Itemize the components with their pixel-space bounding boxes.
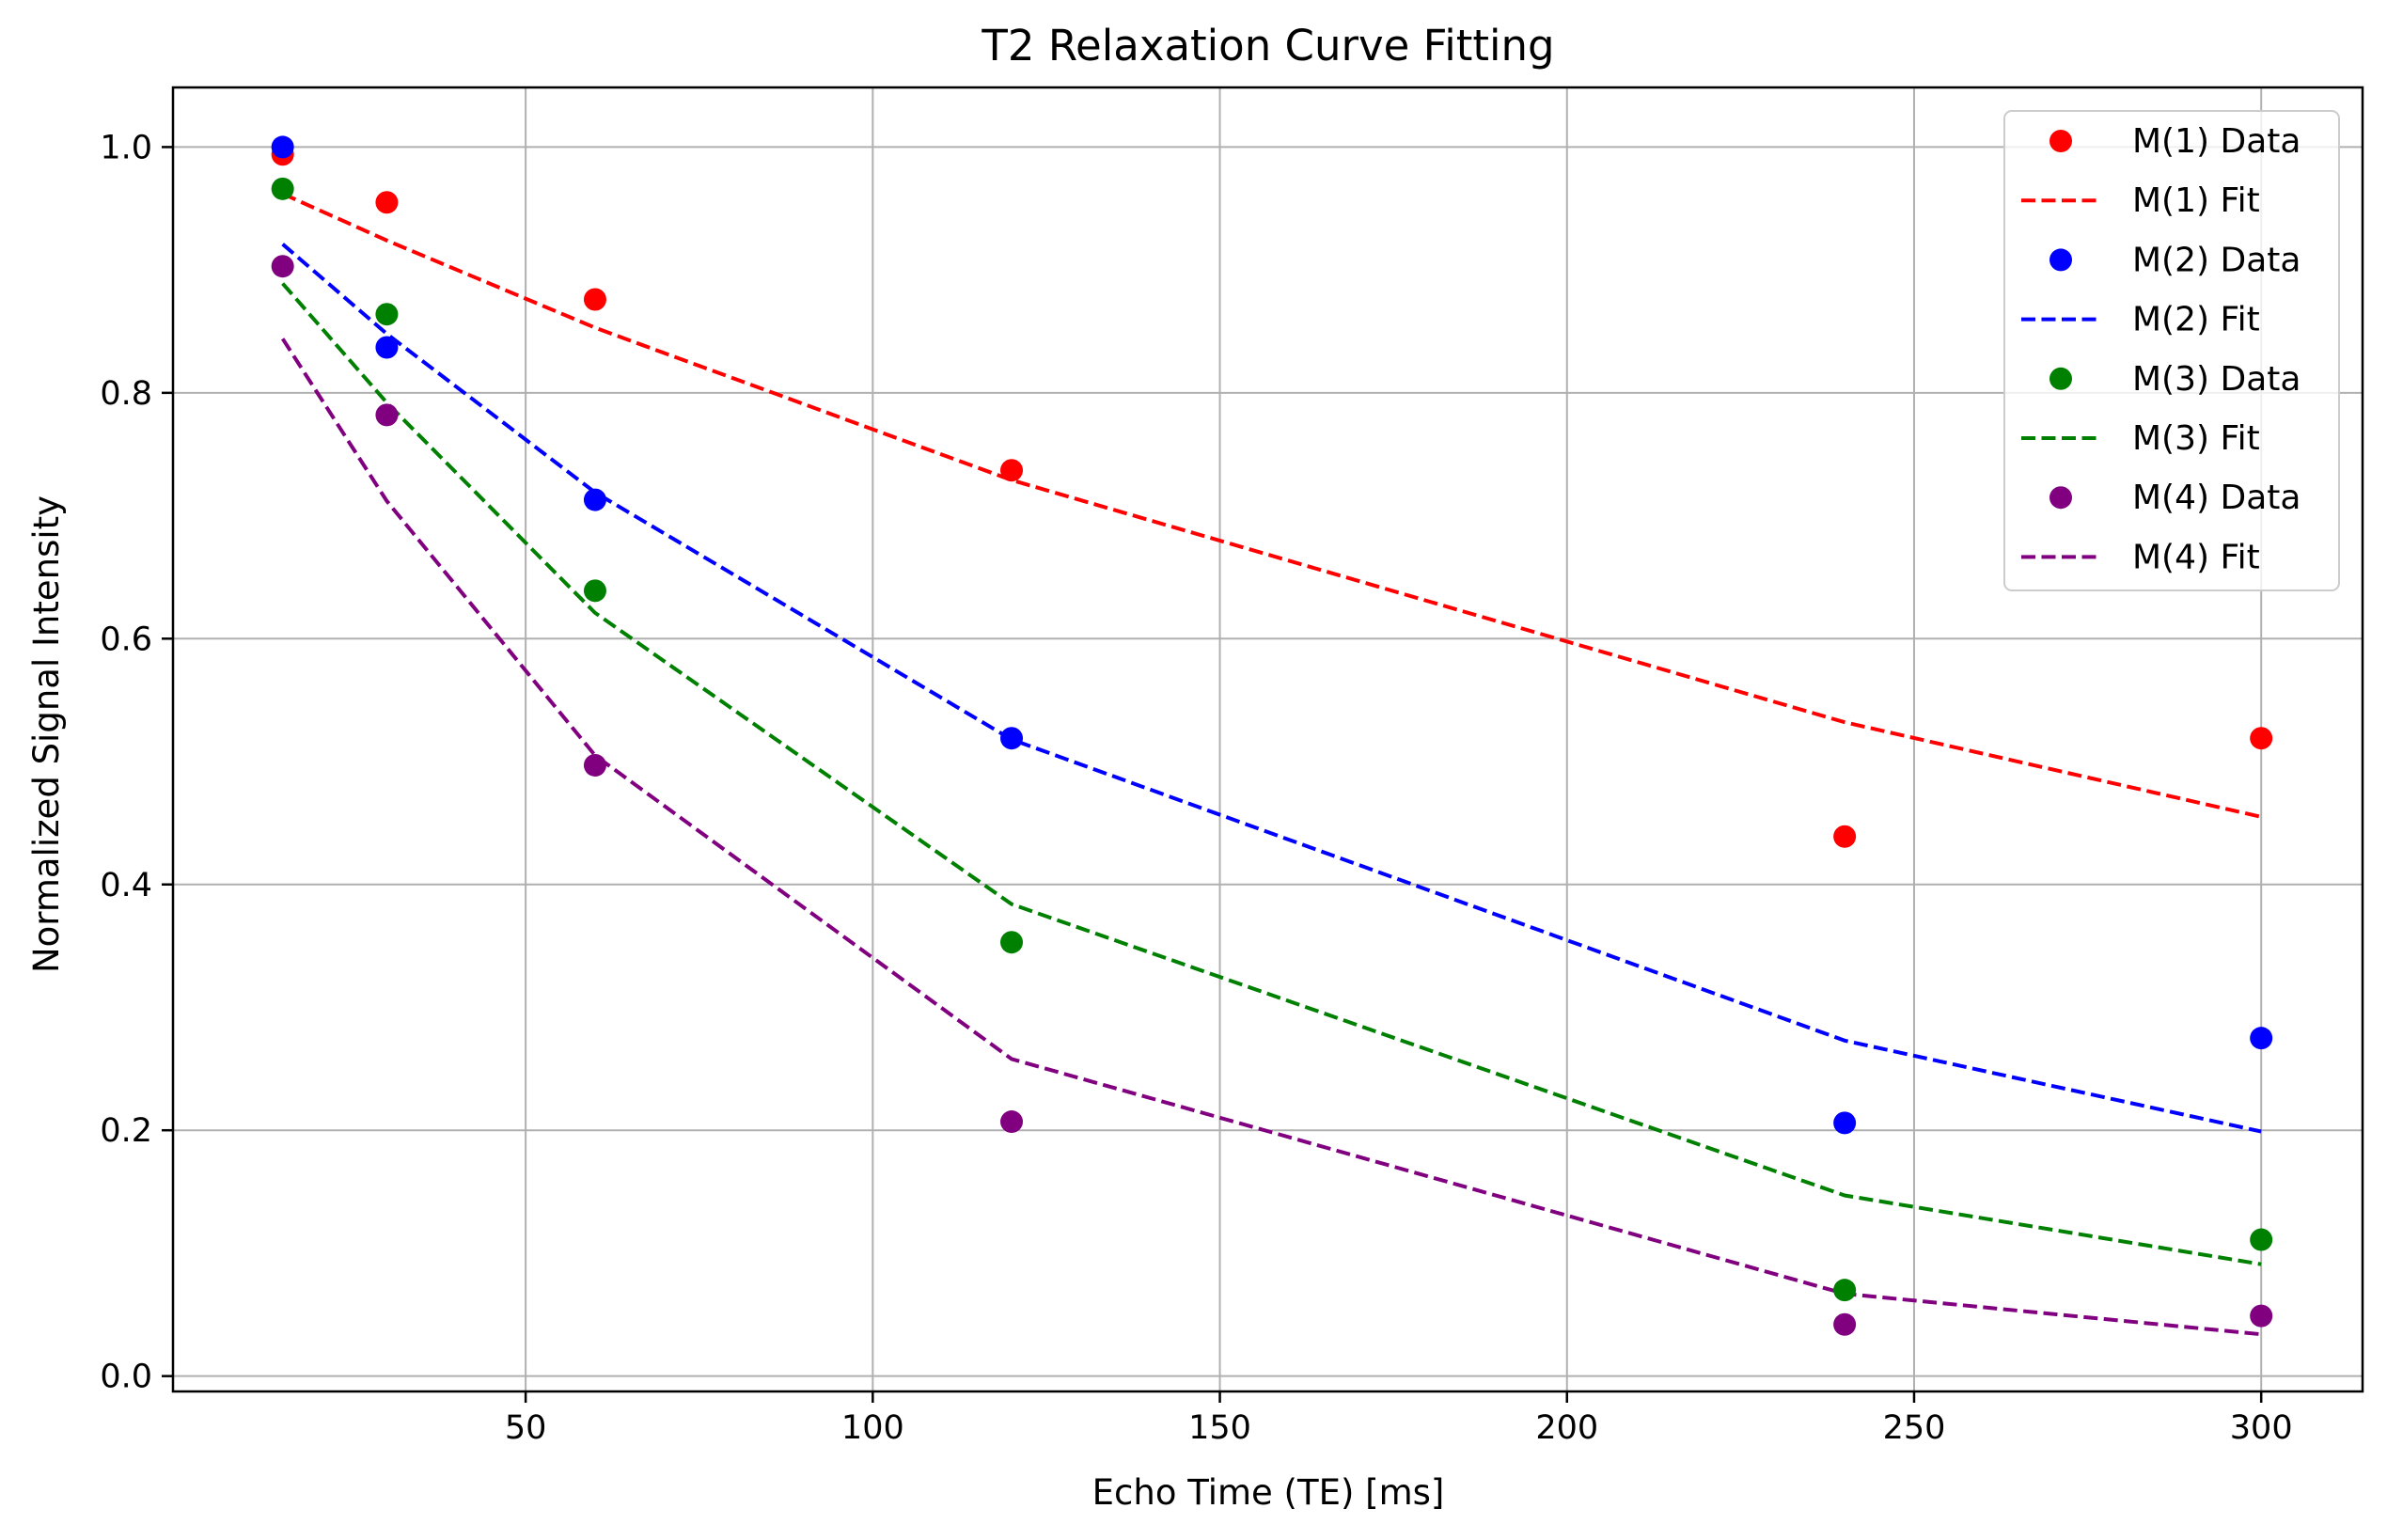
data-point-M(2) (1000, 727, 1024, 750)
legend-label: M(3) Fit (2132, 419, 2260, 458)
legend-label: M(4) Fit (2132, 538, 2260, 576)
data-point-M(1) (583, 288, 606, 311)
data-point-M(4) (271, 255, 294, 278)
plot-area-frame (171, 86, 2364, 1393)
x-tick-label: 300 (2230, 1409, 2293, 1447)
y-axis-label: Normalized Signal Intensity (26, 495, 67, 973)
data-point-M(3) (583, 579, 606, 603)
x-tick-label: 100 (841, 1409, 904, 1447)
x-tick-label: 150 (1188, 1409, 1251, 1447)
legend-marker-M(4) (2049, 486, 2072, 510)
y-tick-label: 0.6 (100, 621, 152, 658)
data-points (271, 135, 2273, 1336)
chart-title: T2 Relaxation Curve Fitting (981, 21, 1554, 71)
fit-line-M(2) (281, 243, 2262, 1134)
data-point-M(3) (1833, 1279, 1857, 1302)
grid-lines (173, 87, 2363, 1391)
legend-label: M(2) Fit (2132, 301, 2260, 339)
legend-marker-M(3) (2049, 367, 2072, 390)
fit-line-M(4) (280, 338, 2262, 1337)
data-point-M(4) (583, 753, 606, 777)
legend-marker-M(2) (2049, 248, 2072, 272)
data-point-M(1) (1833, 825, 1857, 848)
legend-label: M(4) Data (2132, 479, 2301, 517)
y-tick-label: 0.2 (100, 1112, 152, 1150)
data-point-M(3) (2250, 1228, 2273, 1251)
legend-label: M(1) Fit (2132, 181, 2260, 220)
data-point-M(4) (2250, 1304, 2273, 1328)
x-axis-label: Echo Time (TE) [ms] (1092, 1472, 1445, 1513)
data-point-M(4) (1000, 1110, 1024, 1134)
y-tick-label: 1.0 (100, 129, 152, 166)
data-point-M(2) (1833, 1111, 1857, 1135)
data-point-M(2) (583, 488, 606, 511)
legend-label: M(2) Data (2132, 241, 2301, 279)
legend-box (2003, 110, 2340, 591)
y-tick-label: 0.4 (100, 867, 152, 904)
x-tick-label: 50 (505, 1409, 547, 1447)
data-point-M(4) (1833, 1312, 1857, 1336)
data-point-M(2) (2250, 1027, 2273, 1050)
legend: M(1) Data M(1) Fit M(2) Data M(2) Fit M(3) D… (2003, 110, 2340, 591)
fit-line-M(3) (281, 282, 2262, 1266)
fit-line-M(1) (281, 192, 2262, 819)
x-tick-label: 200 (1535, 1409, 1598, 1447)
fit-lines (280, 192, 2262, 1337)
data-point-M(3) (1000, 931, 1024, 954)
x-axis-ticks: 50 100 150 200 250 300 (505, 1391, 2293, 1447)
data-point-M(1) (1000, 459, 1024, 482)
y-axis-ticks: 0.0 0.2 0.4 0.6 0.8 1.0 (100, 129, 173, 1396)
x-tick-label: 250 (1883, 1409, 1946, 1447)
data-point-M(3) (271, 177, 294, 200)
legend-marker-M(1) (2049, 130, 2072, 152)
y-tick-label: 0.0 (100, 1359, 152, 1396)
data-point-M(2) (375, 336, 399, 359)
data-point-M(4) (375, 403, 399, 427)
legend-label: M(3) Data (2132, 360, 2301, 399)
data-point-M(2) (271, 135, 294, 159)
y-tick-label: 0.8 (100, 375, 152, 413)
data-point-M(1) (2250, 727, 2273, 750)
data-point-M(3) (375, 303, 399, 326)
legend-label: M(1) Data (2132, 122, 2301, 161)
data-point-M(1) (375, 191, 399, 214)
